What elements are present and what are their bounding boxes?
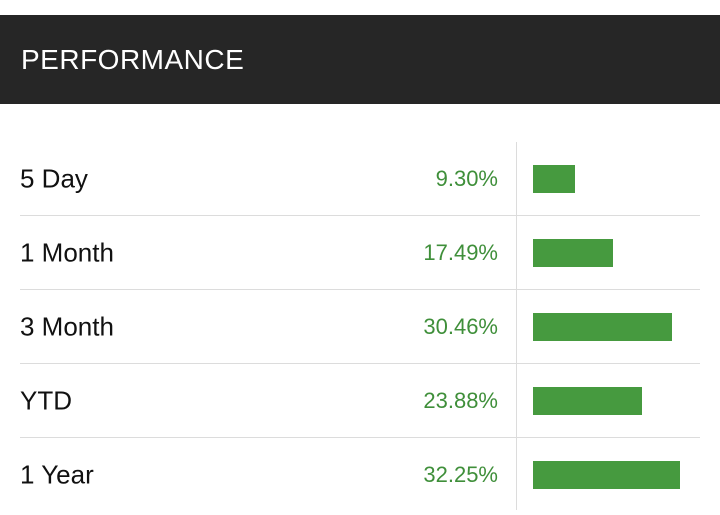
return-value: 30.46% <box>423 313 498 339</box>
performance-header: PERFORMANCE <box>0 15 720 104</box>
period-label: 1 Month <box>20 237 114 267</box>
return-bar-track <box>533 164 683 193</box>
performance-title: PERFORMANCE <box>21 43 245 75</box>
return-bar-track <box>533 312 683 341</box>
return-bar <box>533 238 613 267</box>
period-label: 3 Month <box>20 311 114 341</box>
performance-row-ytd: YTD 23.88% <box>20 364 700 438</box>
return-value: 23.88% <box>423 387 498 413</box>
period-label: YTD <box>20 385 72 415</box>
return-bar-track <box>533 460 683 489</box>
performance-row-1-year: 1 Year 32.25% <box>20 438 700 511</box>
performance-row-1-month: 1 Month 17.49% <box>20 216 700 290</box>
column-divider <box>516 142 517 510</box>
return-bar <box>533 312 672 341</box>
return-bar <box>533 386 642 415</box>
period-label: 5 Day <box>20 163 88 193</box>
return-bar-track <box>533 238 683 267</box>
performance-table: 5 Day 9.30% 1 Month 17.49% 3 Month 30.46… <box>20 142 700 511</box>
period-label: 1 Year <box>20 459 94 489</box>
return-bar-track <box>533 386 683 415</box>
performance-row-5-day: 5 Day 9.30% <box>20 142 700 216</box>
return-bar <box>533 164 575 193</box>
return-bar <box>533 460 680 489</box>
return-value: 9.30% <box>435 165 498 191</box>
return-value: 17.49% <box>423 239 498 265</box>
return-value: 32.25% <box>423 461 498 487</box>
performance-row-3-month: 3 Month 30.46% <box>20 290 700 364</box>
